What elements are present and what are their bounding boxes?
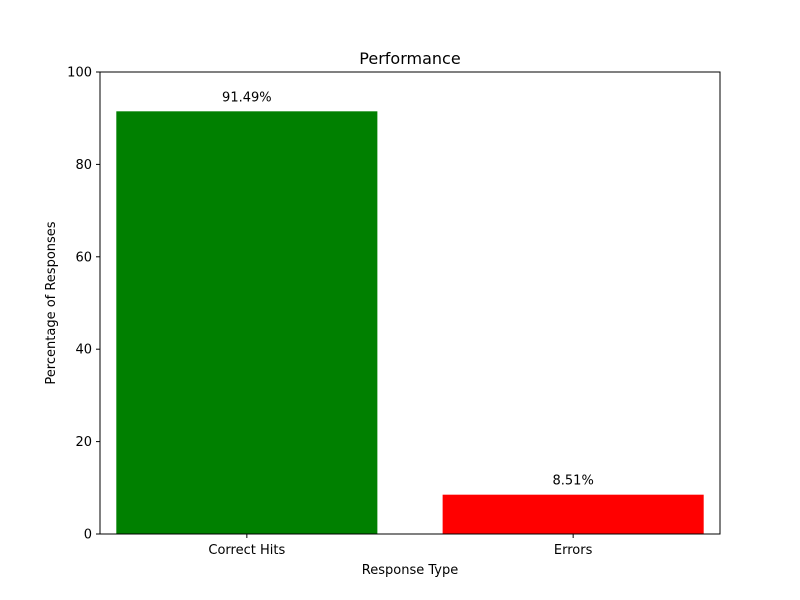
chart-title: Performance xyxy=(359,49,460,68)
x-axis: Correct Hits Errors xyxy=(208,534,593,558)
bar-errors xyxy=(442,494,704,534)
bars-group xyxy=(116,111,704,535)
y-axis-label: Percentage of Responses xyxy=(44,221,59,384)
y-tick-label: 100 xyxy=(67,66,92,81)
x-axis-label: Response Type xyxy=(362,563,458,578)
x-tick-label: Errors xyxy=(554,543,593,558)
data-labels-group: 91.49% 8.51% xyxy=(222,90,594,488)
y-tick-label: 60 xyxy=(75,250,92,265)
y-tick-label: 40 xyxy=(75,343,92,358)
plot-frame xyxy=(99,71,721,535)
y-tick-label: 80 xyxy=(75,158,92,173)
y-axis: 0 20 40 60 80 100 xyxy=(67,66,100,543)
y-tick-label: 20 xyxy=(75,435,92,450)
data-label-errors: 8.51% xyxy=(553,474,594,489)
data-label-correct-hits: 91.49% xyxy=(222,90,272,105)
x-tick-label: Correct Hits xyxy=(208,543,285,558)
y-tick-label: 0 xyxy=(84,528,92,543)
bar-correct-hits xyxy=(116,111,378,535)
